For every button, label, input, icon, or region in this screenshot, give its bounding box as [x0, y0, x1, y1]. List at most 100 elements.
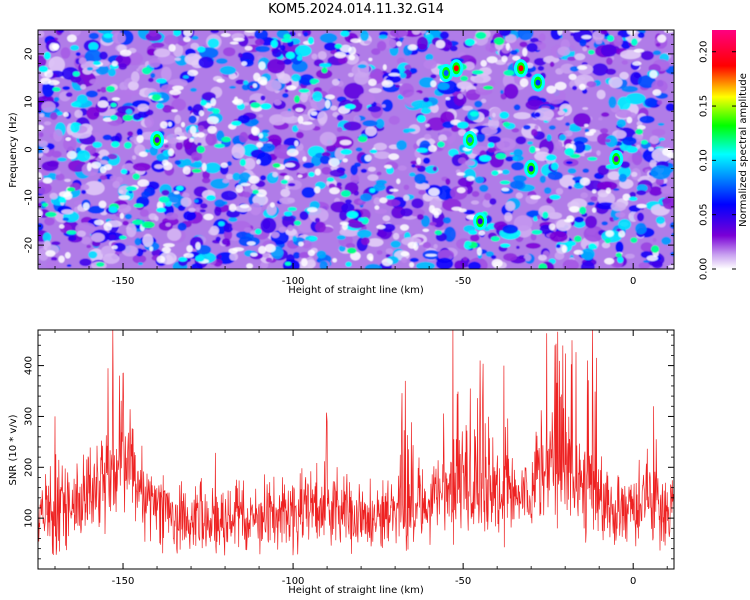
spectrogram-blob [62, 137, 77, 152]
spectrogram-blob [557, 110, 565, 116]
spectrogram-gap [400, 251, 410, 257]
spectrogram-blob [112, 181, 121, 189]
spectrogram-cyan-blob [252, 189, 259, 195]
spectrogram-blob [299, 92, 309, 103]
spectrogram-blob [265, 79, 282, 92]
spectrogram-blob [281, 215, 296, 228]
spectrogram-blob [657, 100, 663, 105]
spectrogram-blob [509, 180, 524, 190]
spectrogram-cyan-blob [635, 128, 644, 135]
spectrogram-blob [376, 40, 387, 52]
spectrogram-blob [99, 160, 108, 165]
spectrogram-cyan-blob [471, 70, 484, 75]
spectrogram-gap [111, 60, 119, 67]
spectrogram-blob [505, 156, 514, 162]
spectrogram-blob [596, 150, 601, 156]
colorbar-tick-label: 0.15 [699, 95, 710, 117]
spectrogram-gap [82, 202, 90, 211]
spectrogram-cyan-blob [566, 240, 577, 247]
colorbar-tick-label: 0.20 [699, 41, 710, 63]
spectrogram-blob [92, 141, 103, 148]
spectrogram-blob [260, 143, 276, 153]
spectrogram-gap [376, 224, 386, 230]
spectrogram-cyan-blob [416, 147, 428, 153]
spectrogram-blob [582, 168, 590, 173]
spectrogram-cyan-blob [221, 136, 231, 143]
bottom-y-ticks: 100 200 300 400 [24, 334, 674, 560]
spectrogram-blob [366, 238, 384, 247]
spectrogram-blob [339, 210, 348, 221]
spectrogram-blob [338, 245, 346, 252]
spectrogram-blob [177, 204, 186, 212]
spectrogram-blob [360, 168, 368, 173]
spectrogram-blob [538, 33, 546, 42]
spectrogram-gap [246, 241, 256, 246]
spectrogram-gap [307, 207, 318, 213]
spectrogram-blob [608, 76, 623, 89]
spectrogram-blob [414, 173, 426, 185]
spectrogram-gap [339, 139, 352, 146]
spectrogram-gap [409, 262, 415, 268]
spectrogram-blob [453, 93, 467, 107]
spectrogram-blob [214, 206, 222, 217]
spectrogram-blob [239, 131, 249, 143]
spectrogram-gap [652, 89, 662, 96]
spectrogram-gap [568, 73, 577, 80]
spectrogram-blob [165, 212, 179, 220]
spectrogram-blob [432, 166, 438, 172]
spectrogram-gap [192, 133, 199, 138]
spectrogram-cyan-blob [579, 206, 587, 215]
spectrogram-blob [201, 177, 211, 184]
spectrogram-blob [565, 122, 570, 127]
spectrogram-gap [579, 83, 586, 91]
colorbar: 0.00 0.05 0.10 0.15 0.20 Normalized spectral… [699, 30, 749, 280]
spectrogram-blob [148, 30, 159, 37]
spectrogram-blob [174, 114, 181, 124]
spectrogram-blob [151, 42, 165, 48]
spectrogram-blob [617, 96, 631, 111]
spectrogram-blob [500, 89, 504, 95]
colorbar-tick-label: 0.00 [699, 258, 710, 280]
spectrogram-blob [445, 178, 451, 186]
spectrogram-gap [581, 35, 592, 40]
spectrogram-cyan-blob [607, 35, 615, 42]
spectrogram-blob [598, 117, 603, 121]
spectrogram-gap [119, 212, 124, 219]
top-x-tick-label: -50 [455, 276, 471, 287]
spectrogram-blob [131, 71, 140, 83]
spectrogram-blob [612, 188, 620, 191]
spectrogram-blob [198, 56, 214, 69]
spectrogram-blob [317, 111, 328, 125]
spectrogram-blob [498, 30, 512, 37]
spectrogram-blob [229, 252, 239, 261]
spectrogram-cyan-blob [43, 51, 51, 60]
spectrogram-cyan-blob [357, 136, 368, 143]
spectrogram-cyan-blob [206, 194, 216, 201]
spectrogram-blob [126, 223, 137, 238]
spectrogram-cyan-blob [58, 196, 66, 203]
spectrogram-blob [410, 160, 418, 165]
spectrogram-blob [88, 32, 100, 40]
spectrogram-blob [87, 205, 105, 214]
spectrogram-blob [556, 244, 561, 249]
spectrogram-blob [219, 65, 237, 75]
spectrogram-gap [573, 249, 584, 255]
spectrogram-blob [222, 178, 230, 184]
spectrogram-blob [303, 31, 309, 37]
spectrogram-gap [119, 49, 132, 57]
spectrogram-blob [282, 93, 289, 98]
spectrogram-gap [348, 54, 356, 61]
spectrogram-cyan-blob [132, 219, 144, 225]
spectrogram-blob [343, 121, 362, 131]
spectrogram-blob [639, 115, 655, 124]
spectrogram-gap [111, 245, 118, 250]
spectrogram-blob [533, 216, 538, 222]
spectrogram-blob [651, 128, 666, 136]
spectrogram-blob [336, 114, 344, 121]
spectrogram-cyan-blob [280, 38, 293, 43]
spectrogram-cyan-blob [178, 256, 188, 262]
spectrogram-gap [466, 176, 475, 182]
spectrogram-gap [53, 43, 60, 51]
spectrogram-blob [439, 31, 449, 40]
spectrogram-blob [254, 38, 265, 46]
